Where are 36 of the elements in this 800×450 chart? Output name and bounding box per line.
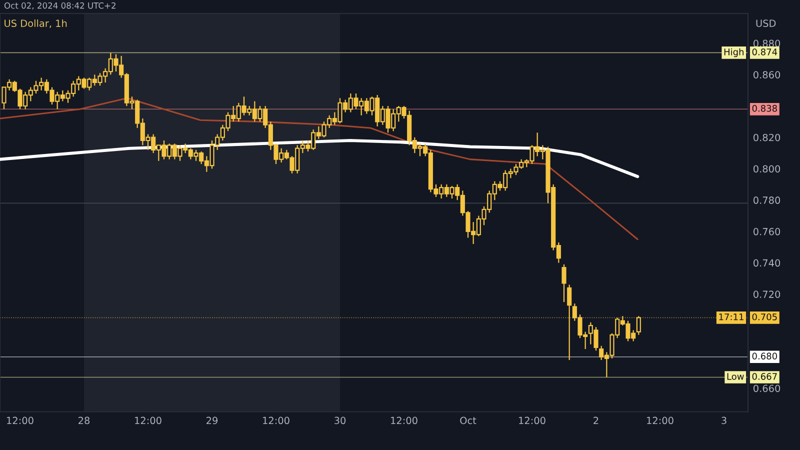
x-tick-label: 12:00 [7,416,34,424]
candlestick [636,316,641,336]
y-tick-label: 0.660 [754,384,780,392]
y-tick-label: 0.760 [754,228,780,236]
y-axis-title: USD [756,20,776,27]
y-tick-label: 0.780 [754,196,780,204]
annotation: High [724,48,744,58]
x-tick-label: 30 [334,416,346,424]
ref-line-label: 0.680 [752,352,777,360]
x-tick-label: 29 [206,416,218,424]
ref-line-label: 0.667 [752,373,777,380]
x-tick-label: 3 [722,416,726,424]
y-tick-label: 0.720 [754,290,780,298]
x-tick-label: 12:00 [647,416,674,424]
x-tick-label: 12:00 [263,416,290,424]
x-tick-label: 12:00 [135,416,162,424]
x-tick-label: Oct [460,416,476,424]
x-tick-label: 28 [78,416,90,424]
x-tick-label: 12:00 [519,416,546,424]
annotation: Low [727,373,744,380]
ref-line-label: 0.705 [752,313,777,320]
ref-line-label: 0.838 [752,104,777,112]
y-tick-label: 0.800 [754,165,780,173]
y-tick-label: 0.820 [754,134,780,142]
candlestick [567,284,572,361]
text: US Dollar, 1h [4,19,67,28]
annotation: 17:11 [719,314,744,320]
text: Oct 02, 2024 08:42 UTC+2 [4,2,116,10]
ref-line-label: 0.874 [752,48,778,56]
line-series [0,138,640,178]
y-tick-label: 0.740 [754,259,780,267]
x-tick-label: 12:00 [391,416,418,424]
y-tick-label: 0.860 [754,71,780,78]
x-tick-label: 2 [594,416,598,424]
line-series [0,97,638,240]
candlestick [562,264,566,303]
